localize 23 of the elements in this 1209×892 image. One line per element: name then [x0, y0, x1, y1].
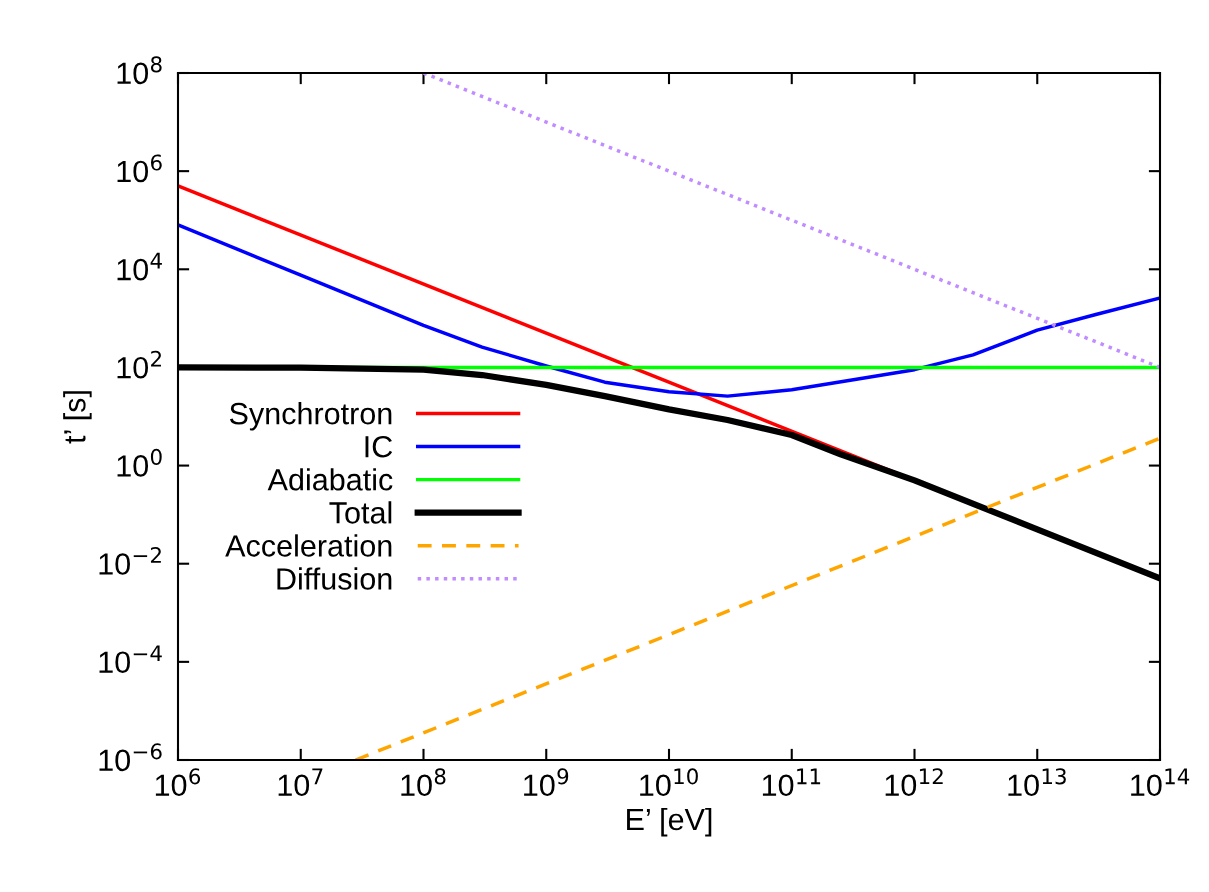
x-tick-label: 10$^{9}$ [524, 768, 569, 797]
y-tick-label: 10$^{8}$ [117, 56, 162, 85]
y-tick-label: 10$^{2}$ [117, 350, 161, 379]
x-tick-label: 10$^{11}$ [762, 768, 821, 797]
x-tick-label: 10$^{8}$ [401, 768, 446, 797]
x-tick-label: 10$^{12}$ [885, 768, 943, 797]
legend-label: Adiabatic [267, 468, 393, 491]
x-tick-label: 10$^{13}$ [1008, 768, 1066, 797]
legend-label: IC [365, 435, 393, 458]
y-tick-label: 10$^{−4}$ [99, 645, 162, 674]
y-tick-label: 10$^{0}$ [117, 448, 162, 477]
x-tick-label: 10$^{7}$ [278, 768, 323, 797]
legend-label: Diffusion [277, 567, 392, 590]
x-axis-title: E’ [eV] [627, 807, 712, 837]
y-tick-label: 10$^{6}$ [117, 154, 162, 183]
legend-label: Acceleration [225, 534, 392, 557]
x-tick-label: 10$^{14}$ [1131, 768, 1190, 797]
x-tick-label: 10$^{10}$ [640, 768, 698, 797]
y-tick-label: 10$^{4}$ [117, 252, 162, 281]
legend-label: Synchrotron [229, 402, 392, 431]
legend-label: Total [329, 501, 392, 524]
y-tick-label: 10$^{−2}$ [99, 546, 161, 575]
y-axis-title: t’ [s] [63, 391, 92, 444]
